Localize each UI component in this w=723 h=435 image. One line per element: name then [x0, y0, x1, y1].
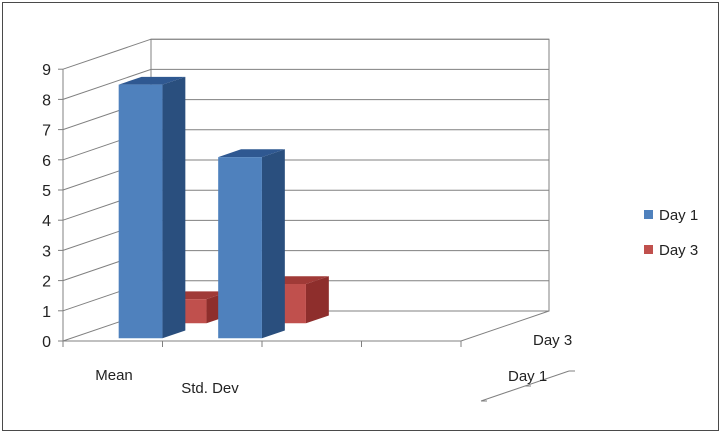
gridline-8 [62, 68, 549, 100]
depth-label-day-3: Day 3 [533, 332, 572, 349]
depth-label-day-1: Day 1 [508, 368, 547, 385]
bar-front-day-1-mean [118, 84, 163, 339]
bar-front-day-1-std-dev [218, 157, 262, 339]
y-tick-label-5: 5 [42, 183, 51, 200]
legend-label-day-3: Day 3 [659, 242, 698, 259]
y-tick-label-8: 8 [42, 92, 51, 109]
legend-label-day-1: Day 1 [659, 207, 698, 224]
bar-side-day-1-mean [162, 76, 186, 339]
y-tick-label-6: 6 [42, 153, 51, 170]
y-tick-label-0: 0 [42, 334, 51, 351]
y-tick-label-3: 3 [42, 243, 51, 260]
chart-walls [150, 38, 550, 312]
bars [118, 76, 329, 339]
axis-labels: Mean Std. Dev Day 3 Day 1 [95, 332, 572, 397]
bar-day-1-std-dev [218, 149, 285, 339]
x-tick-label-std-dev: Std. Dev [181, 380, 239, 397]
y-tick-label-7: 7 [42, 123, 51, 140]
y-tick-label-9: 9 [42, 62, 51, 79]
chart-frame: 0 1 2 3 4 5 6 7 8 9 Mean Std. Dev Day 3 Day 1 Day… [2, 2, 719, 431]
gridline-9 [62, 38, 549, 70]
legend-swatch-day-1 [644, 210, 653, 219]
y-tick-label-1: 1 [42, 304, 51, 321]
bar-top-day-1-std-dev [218, 149, 285, 158]
bar-side-day-1-std-dev [261, 149, 285, 339]
bar-top-day-1-mean [118, 76, 186, 85]
bar-side-day-3-std-dev [305, 276, 329, 324]
legend: Day 1 Day 3 [644, 207, 698, 259]
x-tick-label-mean: Mean [95, 367, 133, 384]
y-tick-label-4: 4 [42, 213, 51, 230]
legend-swatch-day-3 [644, 245, 653, 254]
y-tick-label-2: 2 [42, 274, 51, 291]
back-wall [150, 38, 550, 312]
bar-day-1-mean [118, 76, 186, 339]
bar-chart-3d: 0 1 2 3 4 5 6 7 8 9 Mean Std. Dev Day 3 Day 1 Day… [42, 38, 698, 402]
